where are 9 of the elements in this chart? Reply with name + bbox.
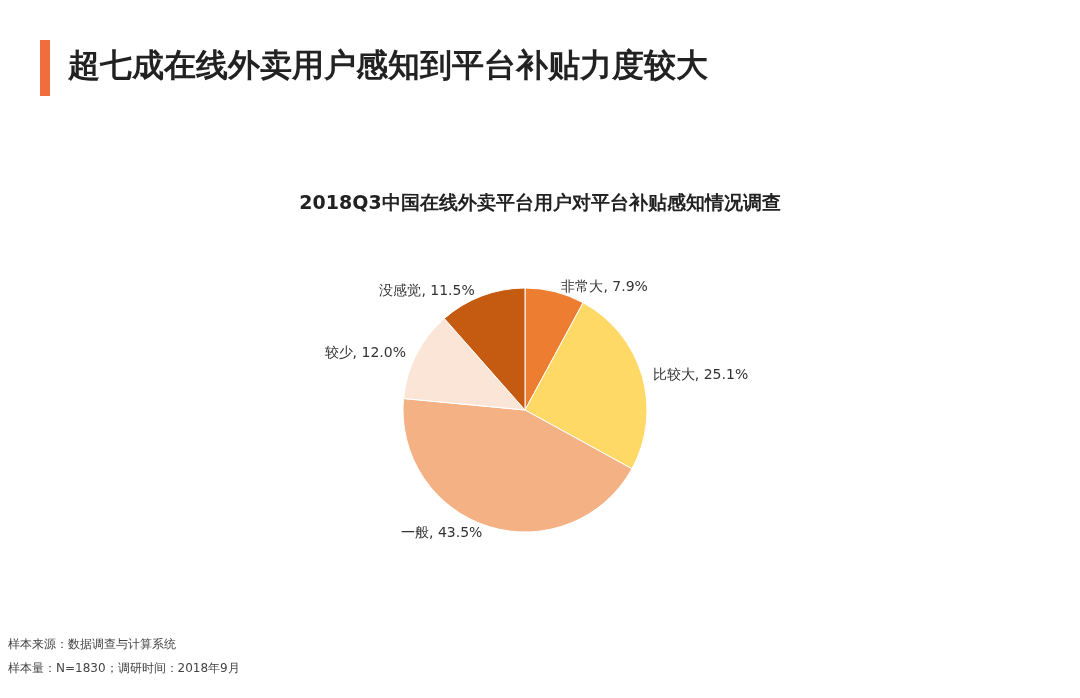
chart-subtitle: 2018Q3中国在线外卖平台用户对平台补贴感知情况调查	[298, 190, 782, 215]
slice-label: 没感觉, 11.5%	[379, 282, 475, 299]
slice-label: 非常大, 7.9%	[561, 277, 648, 294]
slice-label: 一般, 43.5%	[400, 524, 483, 541]
text: 样本来源：数据调查与计算系统	[8, 636, 176, 653]
slice-label: 比较大, 25.1%	[652, 365, 749, 382]
slice-label: 较少, 12.0%	[324, 343, 406, 360]
text: 样本量：N=1830；调研时间：2018年9月	[8, 660, 240, 677]
chart-title: 超七成在线外卖用户感知到平台补贴力度较大	[68, 45, 708, 86]
